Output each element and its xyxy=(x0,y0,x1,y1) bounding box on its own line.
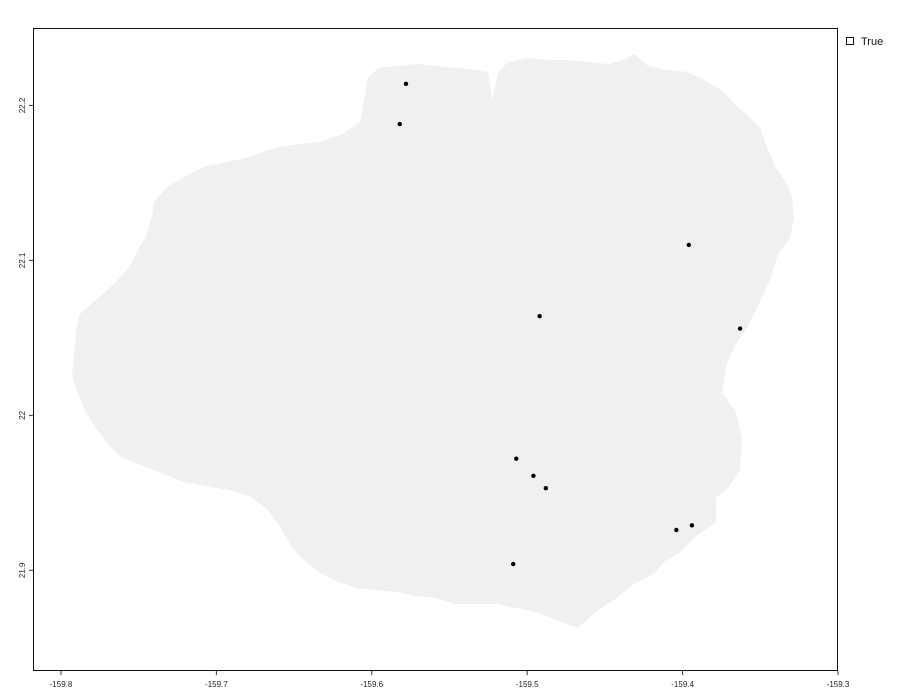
island-landmass xyxy=(72,54,794,628)
data-point xyxy=(531,473,536,478)
data-point xyxy=(511,561,516,567)
data-point xyxy=(537,313,542,319)
legend-marker-icon xyxy=(846,37,854,45)
y-tick-label: 22.2 xyxy=(18,97,27,113)
data-point xyxy=(514,456,519,461)
data-point xyxy=(674,527,679,533)
x-tick-label: -159.7 xyxy=(205,680,228,689)
legend-label: True xyxy=(861,36,883,48)
data-point xyxy=(543,485,549,491)
legend: True xyxy=(846,36,883,48)
data-point xyxy=(689,523,695,528)
panel-border xyxy=(33,28,838,671)
x-tick-label: -159.6 xyxy=(360,680,383,689)
y-tick-label: 21.9 xyxy=(18,562,27,578)
data-point xyxy=(397,121,402,127)
x-axis: -159.8 -159.7 -159.6 -159.5 -159.4 -159.3 xyxy=(50,671,850,689)
x-tick-label: -159.3 xyxy=(827,680,850,689)
data-point xyxy=(737,326,743,331)
x-tick-label: -159.8 xyxy=(50,680,73,689)
x-tick-label: -159.4 xyxy=(671,680,694,689)
y-tick-label: 22.1 xyxy=(18,252,27,268)
y-tick-label: 22 xyxy=(18,410,27,419)
data-point xyxy=(403,81,409,86)
data-point xyxy=(686,242,692,248)
y-axis: 21.9 22 22.1 22.2 xyxy=(18,97,33,578)
points-layer xyxy=(397,81,743,567)
plot-area xyxy=(72,54,794,628)
x-tick-label: -159.5 xyxy=(516,680,539,689)
